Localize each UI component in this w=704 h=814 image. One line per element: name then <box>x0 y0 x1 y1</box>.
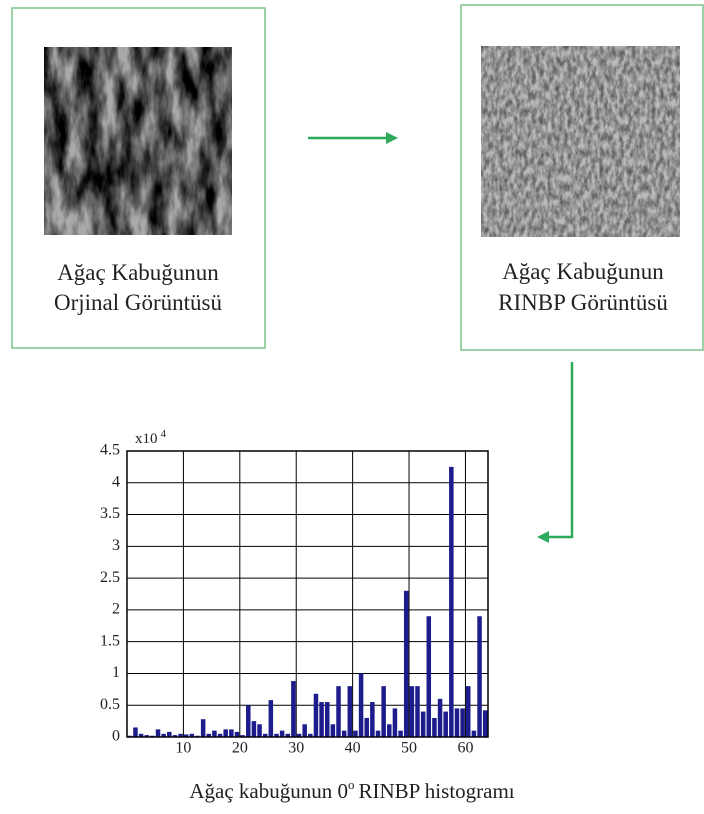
bar <box>454 708 460 737</box>
bar <box>381 686 386 737</box>
bar <box>133 727 138 737</box>
box-label: RINBP Görüntüsü <box>498 290 668 315</box>
x-tick-label: 40 <box>345 740 361 757</box>
y-tick-label: 4 <box>112 473 120 490</box>
bar <box>229 729 234 737</box>
bar <box>426 616 432 737</box>
bar <box>167 731 172 737</box>
x-tick-label: 10 <box>175 740 191 757</box>
bar <box>398 730 403 737</box>
bar <box>449 466 454 737</box>
bar <box>279 730 285 737</box>
box-label: Ağaç Kabuğunun <box>502 259 664 284</box>
y-tick-label: 3.5 <box>100 505 120 522</box>
x-tick-label: 20 <box>232 740 248 757</box>
bar <box>262 733 268 737</box>
bar <box>183 734 189 737</box>
bar <box>302 724 307 737</box>
bar <box>217 733 223 737</box>
bar <box>178 733 183 737</box>
y-tick-label: 3 <box>112 537 120 554</box>
bar <box>319 702 324 737</box>
bar <box>234 731 240 737</box>
box <box>11 7 266 349</box>
bar <box>246 705 251 737</box>
bar <box>308 733 313 737</box>
x-tick-label: 50 <box>401 740 417 757</box>
box-label: Ağaç Kabuğunun <box>57 260 219 285</box>
bar <box>341 730 347 737</box>
bar <box>257 724 262 737</box>
multiplier-exponent: 4 <box>161 428 167 440</box>
y-tick-label: 2 <box>112 601 120 618</box>
bar <box>460 708 465 737</box>
image-texture <box>481 46 680 237</box>
bar <box>392 708 398 737</box>
plot-frame <box>126 450 489 738</box>
caption: Ağaç kabuğunun 0o RINBP histogramı <box>189 777 514 803</box>
bar <box>268 700 274 737</box>
y-tick-label: 0 <box>112 728 120 745</box>
bar <box>409 686 415 737</box>
caption-text: Ağaç kabuğunun 0 <box>189 779 348 803</box>
y-tick-label: 4.5 <box>100 442 120 459</box>
bar <box>274 733 279 737</box>
bar <box>443 711 448 737</box>
bar <box>432 717 437 737</box>
bar <box>291 681 296 737</box>
bar <box>403 590 409 737</box>
bar <box>375 730 381 737</box>
bar <box>387 724 392 737</box>
bar <box>347 686 353 737</box>
bar <box>330 724 336 737</box>
bar <box>161 733 166 737</box>
bar <box>144 735 149 737</box>
image-texture <box>44 47 232 235</box>
bar <box>251 721 257 737</box>
bar <box>324 702 330 737</box>
y-tick-label: 1.5 <box>100 632 120 649</box>
bar <box>313 693 319 737</box>
arrows <box>308 132 574 543</box>
bar <box>172 735 178 737</box>
bar <box>437 698 443 737</box>
bar <box>138 733 144 737</box>
caption-text: RINBP histogramı <box>358 779 514 803</box>
box-label: Orjinal Görüntüsü <box>54 290 223 315</box>
bar <box>477 616 482 737</box>
x-tick-label: 60 <box>457 740 473 757</box>
bar <box>482 710 488 737</box>
bar <box>212 730 217 737</box>
bar <box>364 717 369 737</box>
bar <box>240 735 245 737</box>
bar <box>415 686 420 737</box>
bar <box>296 733 302 737</box>
bar <box>206 733 212 737</box>
bar <box>336 686 341 737</box>
x-tick-label: 30 <box>288 740 304 757</box>
bar <box>223 729 228 737</box>
bar <box>466 686 471 737</box>
bar <box>420 711 426 737</box>
bar <box>189 733 195 737</box>
histogram: 0 0.5 1 1.5 2 2.5 3 3.5 4 4.5 10 20 30 40 50 60 <box>100 442 489 757</box>
bar <box>200 719 206 737</box>
y-tick-label: 0.5 <box>100 696 120 713</box>
box <box>460 4 704 351</box>
bar <box>471 730 477 737</box>
bar <box>358 673 364 737</box>
y-tick-label: 2.5 <box>100 569 120 586</box>
bar <box>353 730 358 737</box>
caption-sup: o <box>348 777 355 792</box>
bar <box>155 729 161 737</box>
multiplier: x10 4 <box>135 428 167 447</box>
bar <box>285 733 291 737</box>
multiplier-base: x10 <box>135 431 158 447</box>
bar <box>370 702 375 737</box>
y-tick-label: 1 <box>112 664 120 681</box>
